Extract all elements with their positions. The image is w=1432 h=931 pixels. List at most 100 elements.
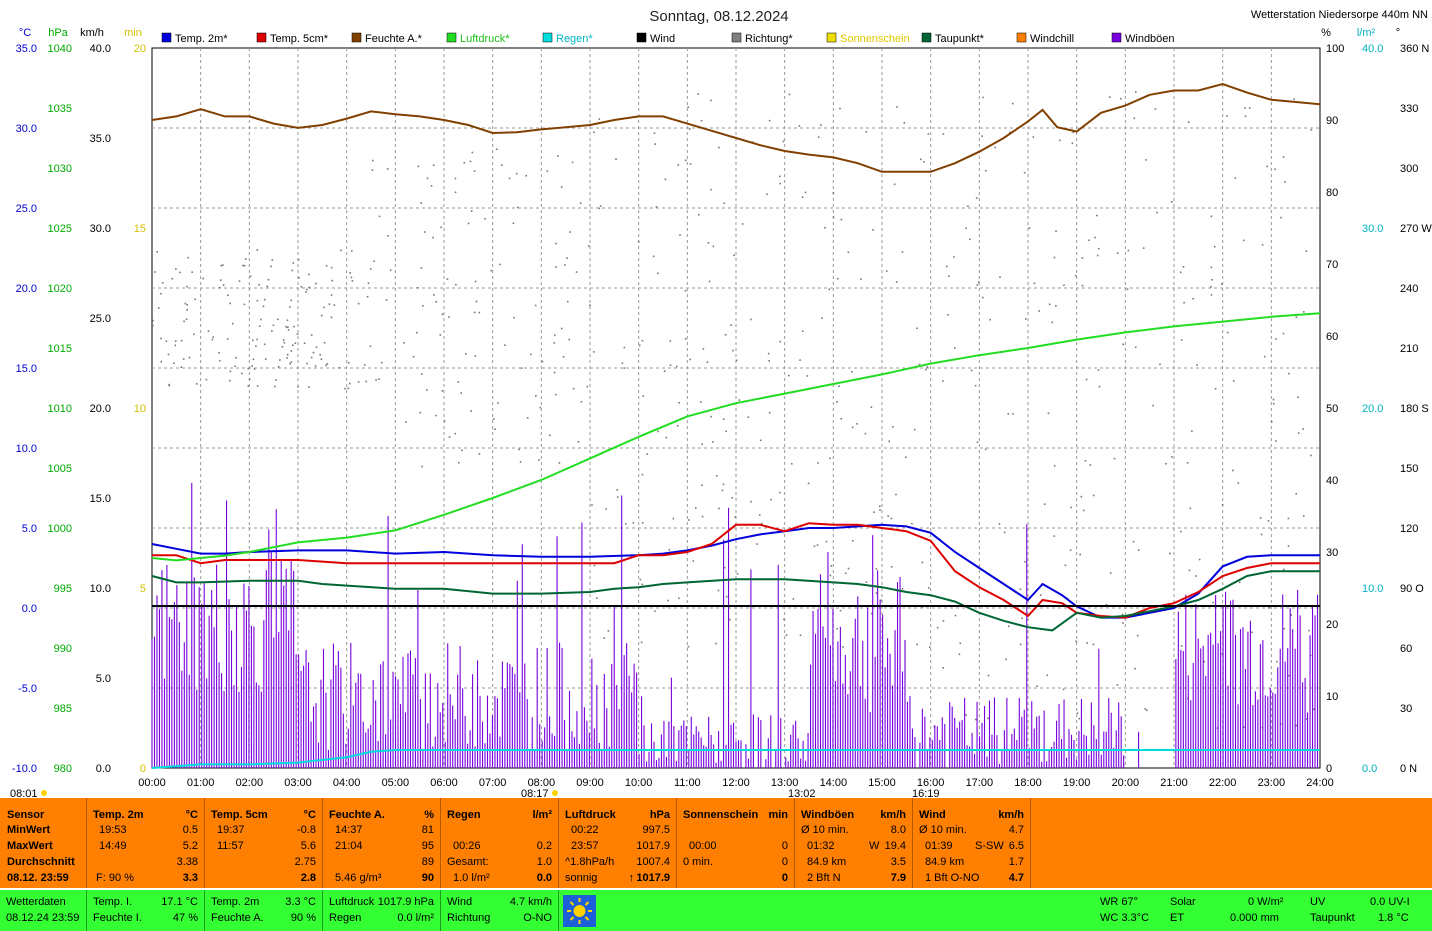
direction-point (484, 217, 486, 220)
direction-point (641, 583, 644, 586)
direction-point (888, 440, 891, 443)
direction-point (616, 496, 619, 498)
direction-unit-label: ° (1396, 27, 1400, 39)
wind-unit-label: km/h (80, 27, 104, 39)
temp-tick-label: -5.0 (18, 683, 37, 695)
direction-point (256, 338, 258, 341)
direction-point (572, 387, 575, 390)
direction-point (423, 231, 426, 233)
direction-point (1055, 304, 1057, 307)
direction-point (1242, 726, 1245, 729)
series-line (151, 523, 1320, 619)
direction-point (982, 96, 984, 99)
direction-point (836, 400, 838, 403)
temp5cm-min: -0.8 (297, 824, 316, 836)
direction-point (926, 366, 929, 368)
wind-tick-label: 15.0 (90, 493, 111, 505)
direction-point (596, 597, 598, 599)
direction-point (1216, 727, 1219, 729)
direction-point (824, 226, 826, 229)
direction-point (1211, 278, 1213, 281)
luftdruck-max-time: 23:57 (571, 840, 599, 852)
direction-point (1116, 252, 1119, 254)
temp-tick-label: 35.0 (16, 43, 37, 55)
direction-point (458, 461, 460, 464)
direction-point (747, 416, 750, 419)
direction-point (624, 522, 627, 525)
direction-point (712, 245, 715, 248)
direction-point (847, 251, 850, 254)
direction-point (798, 125, 801, 127)
status-temp-i: 17.1 °C (161, 896, 198, 908)
temp2m-title: Temp. 2m (93, 809, 144, 821)
direction-point (678, 597, 680, 600)
boeen-r1: 19.4 (884, 840, 906, 852)
luftdruck-last: 1017.9 (636, 872, 670, 884)
direction-point (668, 549, 671, 551)
direction-point (1244, 115, 1247, 118)
direction-point (1220, 283, 1223, 285)
direction-point (558, 462, 561, 464)
direction-point (287, 329, 290, 331)
direction-point (264, 358, 267, 360)
direction-point (538, 459, 540, 461)
direction-point (586, 385, 589, 388)
direction-point (549, 434, 551, 437)
x-tick-label: 16:00 (917, 777, 945, 789)
direction-point (305, 291, 307, 293)
direction-point (226, 338, 229, 340)
direction-point (160, 337, 162, 340)
direction-point (1113, 457, 1116, 460)
direction-point (1213, 245, 1216, 248)
weather-chart: Sonntag, 08.12.2024 Wetterstation Nieders… (10, 8, 1432, 798)
direction-point (1079, 553, 1082, 556)
direction-point (840, 218, 843, 221)
direction-point (290, 299, 293, 302)
direction-point (873, 511, 875, 514)
direction-point (478, 311, 481, 314)
direction-point (546, 170, 549, 172)
direction-point (1009, 131, 1011, 134)
direction-point (207, 330, 210, 332)
direction-point (1070, 506, 1072, 509)
direction-tick-label: 360 N (1400, 43, 1429, 55)
pressure-unit-label: hPa (48, 27, 68, 39)
direction-point (221, 264, 224, 266)
direction-point (768, 360, 770, 362)
direction-point (1134, 91, 1137, 93)
direction-point (878, 505, 881, 508)
direction-point (1051, 321, 1054, 324)
sunshine-unit-label: min (124, 27, 142, 39)
direction-point (275, 379, 277, 381)
direction-point (557, 155, 559, 157)
direction-point (426, 177, 429, 180)
direction-point (1310, 129, 1313, 131)
direction-point (152, 324, 154, 327)
direction-point (1203, 660, 1206, 663)
direction-point (945, 265, 948, 268)
direction-point (433, 294, 435, 296)
x-tick-label: 05:00 (382, 777, 410, 789)
direction-point (1210, 215, 1213, 218)
direction-point (260, 318, 262, 321)
direction-point (712, 441, 714, 443)
direction-point (779, 182, 781, 185)
direction-point (710, 188, 712, 191)
direction-point (371, 159, 374, 162)
direction-point (1260, 533, 1263, 536)
direction-point (817, 462, 819, 464)
direction-point (256, 249, 259, 251)
direction-point (441, 313, 444, 316)
direction-point (1266, 165, 1268, 168)
direction-point (1288, 372, 1290, 375)
direction-point (842, 646, 844, 648)
direction-point (927, 133, 930, 135)
direction-point (637, 240, 640, 243)
direction-point (688, 519, 690, 521)
status-feuchte-i: 47 % (172, 912, 198, 924)
direction-point (323, 306, 325, 309)
direction-point (715, 642, 717, 645)
feuchte-max-time: 21:04 (335, 840, 363, 852)
direction-point (759, 439, 762, 442)
direction-point (953, 256, 955, 258)
